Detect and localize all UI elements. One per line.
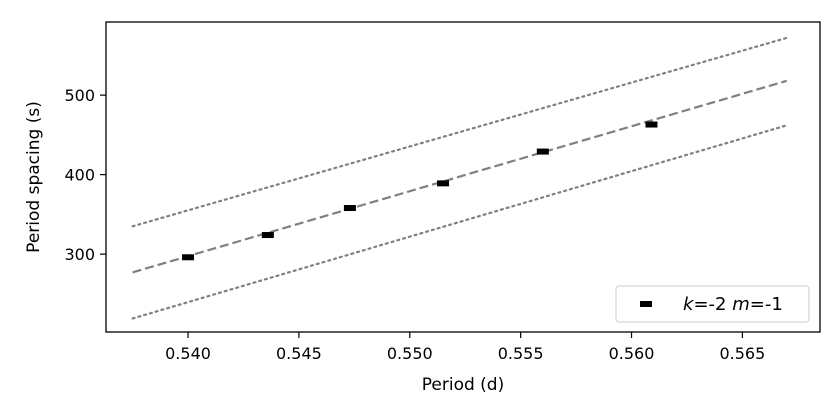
data-point: [437, 180, 450, 187]
data-point: [343, 205, 356, 211]
data-point: [645, 121, 658, 128]
data-points-layer: [182, 121, 658, 261]
fit-line: [132, 79, 788, 274]
x-axis: 0.540 0.545 0.550 0.555 0.560 0.565: [165, 332, 765, 363]
legend-box: [615, 285, 810, 323]
x-axis-label: Period (d): [422, 375, 504, 395]
x-tick-label: 0.555: [498, 344, 544, 363]
y-tick-label: 400: [64, 166, 95, 185]
y-tick-label: 500: [64, 86, 95, 105]
data-point: [182, 254, 195, 261]
y-axis: 300 400 500: [64, 86, 106, 264]
plot-frame: [105, 21, 821, 333]
legend: k=-2 m=-1: [615, 285, 810, 323]
upper-bound-line: [131, 36, 788, 228]
legend-label: k=-2 m=-1: [683, 294, 783, 315]
x-tick-label: 0.540: [165, 344, 211, 363]
y-tick-label: 300: [64, 245, 95, 264]
x-tick-label: 0.545: [276, 344, 322, 363]
x-tick-label: 0.560: [609, 344, 655, 363]
fit-lines-layer: [131, 36, 788, 320]
data-point: [261, 232, 274, 239]
data-point: [536, 148, 549, 155]
x-tick-label: 0.550: [387, 344, 433, 363]
lower-bound-line: [131, 124, 788, 320]
y-axis-label: Period spacing (s): [24, 101, 44, 253]
legend-marker: [640, 301, 652, 307]
x-tick-label: 0.565: [719, 344, 765, 363]
